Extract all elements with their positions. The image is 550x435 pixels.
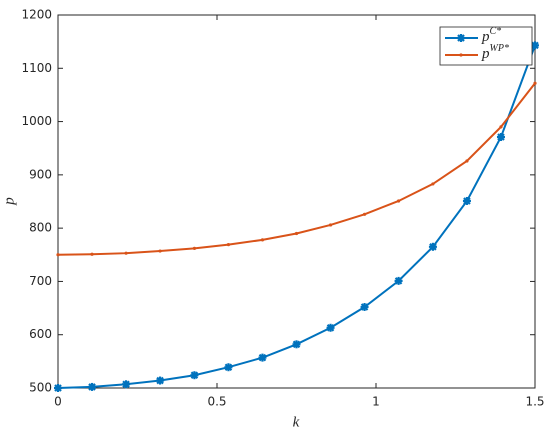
marker: [122, 380, 131, 389]
marker-stroke: [394, 277, 403, 285]
marker: [294, 231, 299, 236]
marker-stroke: [156, 376, 164, 385]
marker: [226, 243, 231, 247]
y-tick-label: 500: [29, 381, 52, 395]
marker: [459, 53, 463, 57]
x-tick-label: 0.5: [207, 395, 226, 409]
marker: [362, 212, 367, 216]
x-tick-label: 1.5: [525, 395, 544, 409]
y-tick-label: 1100: [21, 61, 52, 75]
marker-stroke: [457, 34, 465, 42]
marker: [457, 34, 465, 42]
marker: [328, 223, 333, 227]
marker: [428, 242, 437, 251]
marker: [396, 199, 401, 203]
marker-stroke: [190, 371, 199, 379]
marker: [462, 196, 471, 205]
plot-frame: [57, 14, 536, 389]
marker-stroke: [497, 133, 505, 141]
marker-stroke: [54, 384, 62, 392]
y-tick-label: 1200: [21, 8, 52, 22]
marker-stroke: [360, 303, 369, 311]
marker: [258, 353, 267, 362]
marker: [326, 323, 335, 332]
legend-label: pC*: [481, 26, 501, 45]
y-tick-label: 1000: [21, 114, 52, 128]
x-tick-label: 0: [54, 395, 62, 409]
marker: [499, 125, 503, 129]
y-axis-label: p: [1, 197, 17, 206]
marker: [531, 41, 539, 50]
legend-box: [439, 26, 533, 66]
marker: [533, 81, 537, 85]
x-tick-label: 1: [372, 395, 380, 409]
marker: [190, 371, 199, 380]
y-tick-label: 800: [29, 221, 52, 235]
marker: [156, 376, 165, 385]
marker: [124, 251, 128, 255]
marker: [192, 246, 197, 250]
marker: [56, 253, 60, 257]
marker-stroke: [224, 363, 233, 371]
marker: [90, 252, 94, 256]
marker: [224, 363, 233, 372]
marker-stroke: [88, 383, 96, 391]
legend-label: pWP*: [481, 43, 509, 62]
marker: [394, 276, 403, 285]
marker: [292, 340, 301, 349]
marker-stroke: [326, 324, 335, 332]
marker: [431, 182, 435, 186]
x-axis-label: k: [293, 414, 300, 430]
marker: [88, 382, 97, 391]
marker-stroke: [292, 340, 301, 349]
marker: [158, 249, 162, 253]
marker: [360, 303, 369, 312]
marker-stroke: [429, 243, 437, 251]
y-tick-label: 700: [29, 274, 52, 288]
marker-stroke: [531, 41, 539, 50]
marker: [465, 159, 469, 163]
marker: [496, 133, 505, 142]
marker: [260, 238, 265, 242]
marker-stroke: [258, 353, 267, 362]
marker-stroke: [463, 197, 471, 205]
y-tick-label: 600: [29, 327, 52, 341]
y-tick-label: 900: [29, 167, 52, 181]
marker-stroke: [122, 380, 130, 389]
marker: [54, 384, 62, 392]
